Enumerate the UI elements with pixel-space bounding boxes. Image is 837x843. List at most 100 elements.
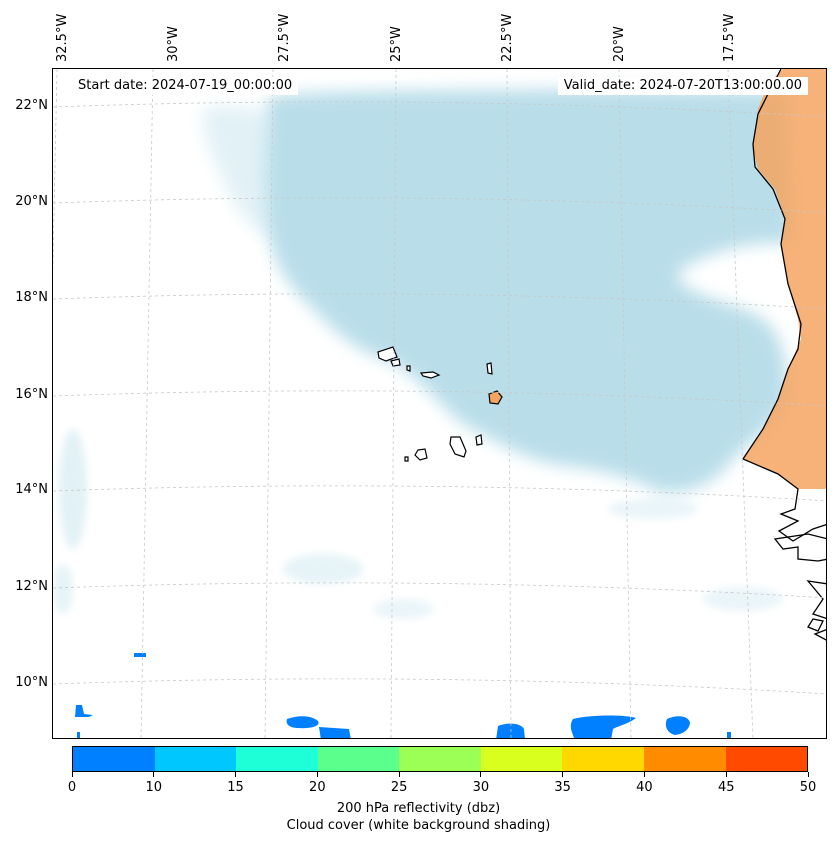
meridian-gridline: [140, 69, 154, 738]
colorbar-tick-label: 10: [145, 780, 163, 795]
parallel-gridline: [53, 390, 826, 407]
colorbar-segment: [399, 747, 481, 771]
colorbar-tick: [807, 772, 809, 777]
latitude-label: 22°N: [15, 98, 48, 113]
colorbar-tick-label: 25: [390, 780, 408, 795]
colorbar-tick: [562, 772, 564, 777]
island-sal: [486, 362, 493, 375]
latitude-label: 14°N: [15, 482, 48, 497]
reflectivity-cell: [286, 716, 319, 729]
start-date-label: Start date: 2024-07-19_00:00:00: [72, 77, 299, 95]
parallel-gridline: [53, 101, 826, 118]
cloud-patch: [608, 499, 698, 519]
colorbar-tick: [316, 772, 318, 777]
colorbar-tick: [480, 772, 482, 777]
island-santiago: [449, 436, 467, 458]
latitude-label: 18°N: [15, 290, 48, 305]
colorbar-tick: [235, 772, 237, 777]
colorbar-segment: [562, 747, 644, 771]
latitude-label: 10°N: [15, 675, 48, 690]
parallel-gridline: [53, 293, 826, 310]
island-santo-antao: [377, 346, 398, 362]
coastline-islands-south: [807, 618, 826, 641]
map-panel: [52, 68, 827, 739]
parallel-gridline: [53, 485, 826, 502]
longitude-label: 30°W: [166, 26, 181, 62]
valid-date-label: Valid_date: 2024-07-20T13:00:00.00: [557, 77, 808, 95]
cloud-patch: [373, 599, 433, 619]
colorbar-segment: [317, 747, 400, 771]
colorbar-segment: [480, 747, 563, 771]
latitude-label: 20°N: [15, 194, 48, 209]
reflectivity-cell: [570, 715, 636, 738]
land-shading-africa: [743, 69, 826, 489]
reflectivity-cell: [75, 705, 93, 717]
meridian-gridline: [506, 69, 512, 738]
reflectivity-cells: [75, 653, 731, 738]
meridian-gridline: [53, 69, 58, 280]
colorbar-segment: [236, 747, 318, 771]
cloud-patch: [703, 587, 783, 611]
colorbar: [72, 746, 808, 772]
africa-coastline: [742, 69, 826, 542]
reflectivity-cell: [496, 723, 525, 738]
colorbar-tick: [71, 772, 73, 777]
colorbar-tick-label: 30: [472, 780, 490, 795]
colorbar-tick-label: 40: [636, 780, 653, 795]
colorbar-segment: [643, 747, 726, 771]
reflectivity-cell: [77, 732, 80, 738]
cloud-patch: [283, 554, 363, 584]
colorbar-tick-label: 15: [227, 780, 244, 795]
colorbar-tick-label: 20: [309, 780, 326, 795]
island-santa-luzia: [406, 365, 411, 372]
meridian-gridline: [390, 69, 397, 738]
colorbar-label: 200 hPa reflectivity (dbz): [336, 801, 501, 816]
meridian-gridline: [264, 69, 274, 738]
cape-verde-islands: [377, 346, 503, 462]
colorbar-tick: [643, 772, 645, 777]
cloud-patch: [59, 429, 87, 549]
colorbar-segment: [73, 747, 155, 771]
reflectivity-cell: [319, 727, 351, 738]
coastlines: [742, 69, 826, 641]
parallel-gridline: [53, 197, 826, 214]
cloud-mass-west: [203, 106, 273, 240]
latitude-label: 12°N: [15, 579, 48, 594]
island-sao-vicente: [390, 358, 401, 367]
colorbar-segment: [154, 747, 237, 771]
colorbar-tick: [153, 772, 155, 777]
coastline-guinea: [806, 580, 826, 620]
island-maio: [475, 434, 483, 446]
longitude-label: 17.5°W: [722, 13, 737, 62]
colorbar-tick: [398, 772, 400, 777]
map-canvas: [53, 69, 826, 738]
parallel-gridline: [53, 678, 826, 695]
longitude-label: 25°W: [389, 26, 404, 62]
cloud-cover-shading: [53, 89, 794, 619]
longitude-label: 20°W: [612, 26, 627, 62]
colorbar-tick-label: 35: [554, 780, 571, 795]
reflectivity-cell: [727, 732, 731, 738]
colorbar-segment: [725, 747, 808, 771]
longitude-label: 32.5°W: [55, 13, 70, 62]
cloud-patch: [53, 564, 73, 614]
reflectivity-cell: [665, 716, 690, 735]
latitude-label: 16°N: [15, 387, 48, 402]
meridian-gridline: [727, 69, 754, 738]
island-fogo: [414, 448, 428, 461]
longitude-label: 22.5°W: [500, 13, 515, 62]
colorbar-tick-label: 45: [717, 780, 735, 795]
reflectivity-cell: [134, 653, 146, 657]
island-sao-nicolau: [419, 371, 441, 379]
cloud-mass-north: [264, 89, 794, 493]
longitude-label: 27.5°W: [277, 13, 292, 62]
island-boa-vista: [488, 390, 503, 405]
coastline-guinea-bissau: [773, 533, 826, 562]
meridian-gridline: [618, 69, 632, 738]
island-brava: [404, 456, 409, 462]
parallel-gridline: [53, 582, 826, 599]
colorbar-tick-label: 50: [799, 780, 817, 795]
colorbar-tick-label: 0: [67, 780, 77, 795]
colorbar-sublabel: Cloud cover (white background shading): [286, 818, 551, 833]
gridlines: [53, 69, 826, 738]
